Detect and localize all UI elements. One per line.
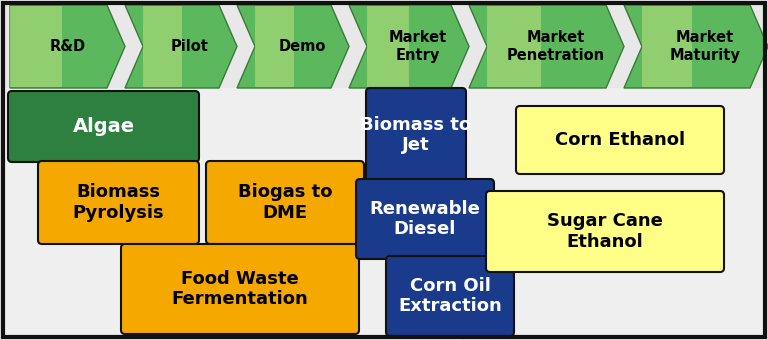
Polygon shape xyxy=(624,5,768,88)
Polygon shape xyxy=(255,6,294,87)
Polygon shape xyxy=(487,6,541,87)
Polygon shape xyxy=(143,6,182,87)
Polygon shape xyxy=(10,6,61,87)
Text: Biomass
Pyrolysis: Biomass Pyrolysis xyxy=(73,183,164,222)
Text: Market
Entry: Market Entry xyxy=(389,30,447,63)
Text: Algae: Algae xyxy=(72,117,134,136)
FancyBboxPatch shape xyxy=(516,106,724,174)
Text: R&D: R&D xyxy=(49,39,85,54)
Text: Market
Penetration: Market Penetration xyxy=(506,30,604,63)
Polygon shape xyxy=(642,6,693,87)
Text: Renewable
Diesel: Renewable Diesel xyxy=(369,200,481,238)
Text: Corn Oil
Extraction: Corn Oil Extraction xyxy=(398,277,502,316)
Text: Market
Maturity: Market Maturity xyxy=(670,30,740,63)
FancyBboxPatch shape xyxy=(386,256,514,336)
Text: Biomass to
Jet: Biomass to Jet xyxy=(360,116,472,154)
FancyBboxPatch shape xyxy=(38,161,199,244)
Text: Food Waste
Fermentation: Food Waste Fermentation xyxy=(171,270,309,308)
Polygon shape xyxy=(125,5,237,88)
Text: Pilot: Pilot xyxy=(171,39,209,54)
Text: Sugar Cane
Ethanol: Sugar Cane Ethanol xyxy=(547,212,663,251)
Text: Demo: Demo xyxy=(278,39,326,54)
FancyBboxPatch shape xyxy=(4,88,764,336)
FancyBboxPatch shape xyxy=(486,191,724,272)
FancyBboxPatch shape xyxy=(8,91,199,162)
FancyBboxPatch shape xyxy=(206,161,364,244)
Polygon shape xyxy=(367,6,409,87)
Text: Biogas to
DME: Biogas to DME xyxy=(238,183,333,222)
FancyBboxPatch shape xyxy=(356,179,494,259)
Polygon shape xyxy=(10,5,125,88)
Polygon shape xyxy=(469,5,624,88)
Polygon shape xyxy=(349,5,469,88)
Text: Corn Ethanol: Corn Ethanol xyxy=(555,131,685,149)
FancyBboxPatch shape xyxy=(366,88,466,182)
FancyBboxPatch shape xyxy=(121,244,359,334)
Polygon shape xyxy=(237,5,349,88)
